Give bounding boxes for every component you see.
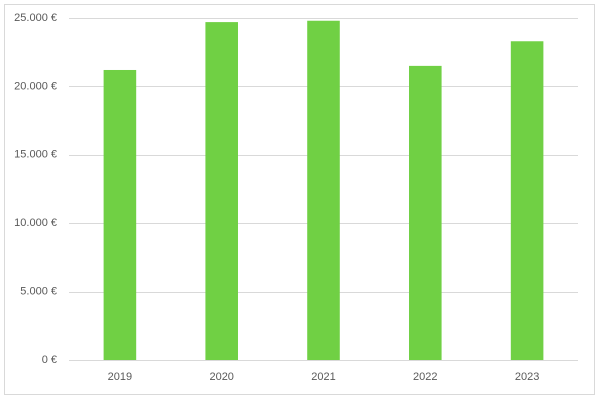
y-tick-label: 0 € (42, 354, 57, 366)
y-tick-label: 5.000 € (20, 286, 57, 298)
bar (205, 22, 238, 360)
x-tick-label: 2021 (311, 371, 335, 383)
y-tick-label: 15.000 € (14, 149, 57, 161)
x-tick-label: 2023 (515, 371, 539, 383)
y-tick-label: 10.000 € (14, 217, 57, 229)
bar (409, 65, 442, 360)
bar (307, 20, 340, 361)
y-tick-label: 20.000 € (14, 80, 57, 92)
x-tick-label: 2020 (209, 371, 233, 383)
bar (103, 69, 137, 360)
y-tick-label: 25.000 € (14, 12, 57, 24)
x-tick-label: 2019 (108, 371, 132, 383)
x-tick-label: 2022 (413, 371, 437, 383)
chart-frame (4, 4, 595, 395)
bar (510, 41, 544, 360)
